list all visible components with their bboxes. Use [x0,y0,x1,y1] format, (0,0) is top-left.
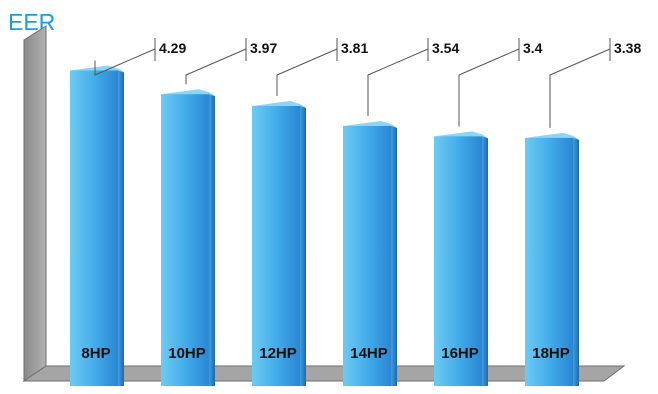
bar-16hp [434,134,482,386]
leader-line [367,48,429,117]
chart-title: EER [8,9,55,35]
bar-8hp [70,68,118,386]
value-label: 3.97 [250,40,277,56]
back-wall [23,25,47,382]
bar-side-12hp [300,104,306,386]
category-label: 12HP [259,345,297,362]
category-label: 10HP [168,345,206,362]
leader-line [458,48,520,127]
bar-top-8hp [70,65,124,73]
bars-group [70,65,579,386]
bar-side-14hp [391,124,397,386]
value-label: 3.38 [614,40,641,56]
category-label: 18HP [532,345,570,362]
bar-side-10hp [209,92,215,386]
category-labels-group: 8HP 10HP 12HP 14HP 16HP 18HP [81,345,569,362]
bar-12hp [252,104,300,386]
bar-top-12hp [252,101,306,109]
leader-line [549,48,611,128]
bar-side-8hp [118,68,124,386]
leader-lines-group: 4.29 3.97 3.81 3.54 3.4 3.38 [94,38,641,128]
leader-line [185,48,247,85]
leader-line [276,48,338,97]
bar-top-14hp [343,121,397,129]
value-label: 3.54 [432,40,459,56]
category-label: 16HP [441,345,479,362]
bar-top-16hp [434,131,488,139]
category-label: 14HP [350,345,388,362]
bar-side-16hp [482,134,488,386]
bar-14hp [343,124,391,386]
leader-line [94,48,156,76]
value-label: 3.81 [341,40,368,56]
bar-18hp [525,135,573,386]
bar-top-10hp [161,89,215,97]
bar-side-18hp [573,135,579,386]
bar-top-18hp [525,132,579,140]
value-label: 4.29 [159,40,186,56]
value-label: 3.4 [523,40,543,56]
bar-10hp [161,92,209,386]
category-label: 8HP [81,345,110,362]
